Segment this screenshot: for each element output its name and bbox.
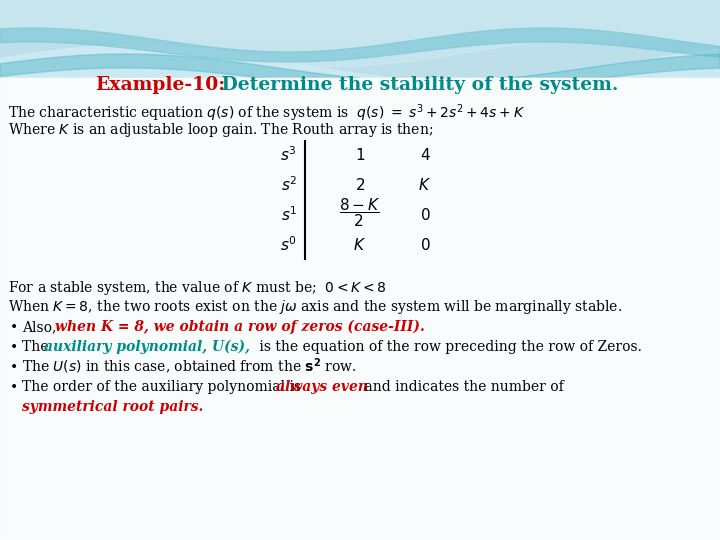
Text: •: • <box>10 360 18 374</box>
Text: $s^0$: $s^0$ <box>280 235 297 254</box>
Text: symmetrical root pairs.: symmetrical root pairs. <box>22 400 203 414</box>
Text: $K$: $K$ <box>354 237 366 253</box>
Text: Determine the stability of the system.: Determine the stability of the system. <box>215 76 618 94</box>
Text: $\dfrac{8-K}{2}$: $\dfrac{8-K}{2}$ <box>339 197 381 230</box>
Text: auxiliary polynomial, U(s),: auxiliary polynomial, U(s), <box>44 340 250 354</box>
Text: When $K=8$, the two roots exist on the $j\omega$ axis and the system will be mar: When $K=8$, the two roots exist on the $… <box>8 298 622 316</box>
Text: $0$: $0$ <box>420 237 431 253</box>
Text: Where $K$ is an adjustable loop gain. The Routh array is then;: Where $K$ is an adjustable loop gain. Th… <box>8 121 433 139</box>
Text: is the equation of the row preceding the row of Zeros.: is the equation of the row preceding the… <box>255 340 642 354</box>
Text: when K = 8, we obtain a row of zeros (case-III).: when K = 8, we obtain a row of zeros (ca… <box>55 320 425 334</box>
Text: $s^3$: $s^3$ <box>281 146 297 164</box>
Text: $s^1$: $s^1$ <box>281 206 297 224</box>
Text: $1$: $1$ <box>355 147 365 163</box>
Text: The: The <box>22 340 53 354</box>
Text: Also,: Also, <box>22 320 60 334</box>
Text: The order of the auxiliary polynomial is: The order of the auxiliary polynomial is <box>22 380 305 394</box>
Text: For a stable system, the value of $K$ must be;  $0 < K < 8$: For a stable system, the value of $K$ mu… <box>8 279 387 297</box>
Text: $0$: $0$ <box>420 207 431 223</box>
Text: Example-10:: Example-10: <box>95 76 225 94</box>
Text: always even: always even <box>276 380 368 394</box>
Text: The $U(s)$ in this case, obtained from the $\mathbf{s^2}$ row.: The $U(s)$ in this case, obtained from t… <box>22 357 356 377</box>
Text: $K$: $K$ <box>418 177 431 193</box>
Text: •: • <box>10 320 18 334</box>
Text: $s^2$: $s^2$ <box>281 176 297 194</box>
Text: $2$: $2$ <box>355 177 365 193</box>
Text: The characteristic equation $q(s)$ of the system is  $q(s)\;=\;s^3+2s^2+4s+K$: The characteristic equation $q(s)$ of th… <box>8 102 525 124</box>
Text: •: • <box>10 340 18 354</box>
Text: and indicates the number of: and indicates the number of <box>360 380 564 394</box>
Text: •: • <box>10 380 18 394</box>
Text: $4$: $4$ <box>420 147 431 163</box>
